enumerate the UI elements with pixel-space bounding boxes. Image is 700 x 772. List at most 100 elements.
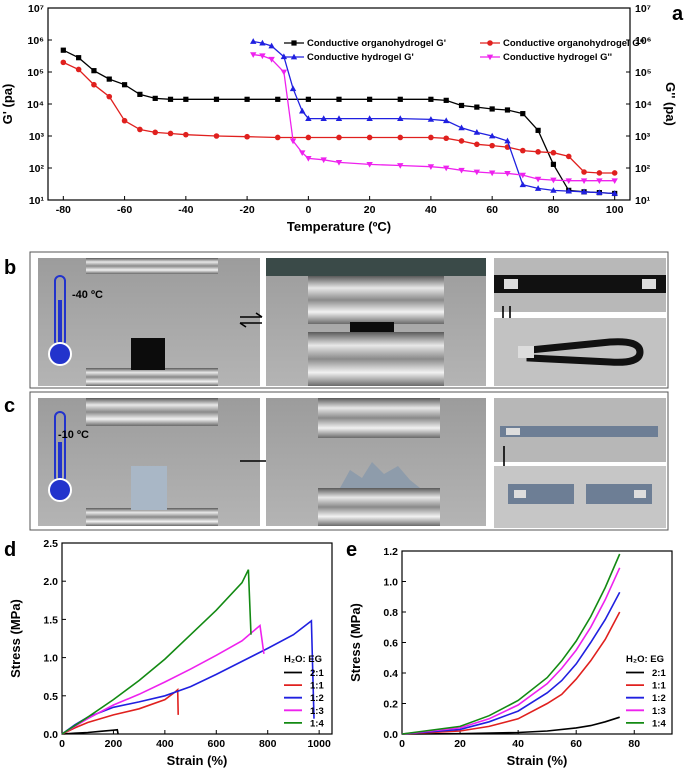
legend-entry: Conductive organohydrogel G'' <box>503 38 644 49</box>
x-axis-label: Temperature (ºC) <box>287 219 391 234</box>
data-point <box>275 96 281 102</box>
data-point <box>183 96 189 102</box>
x-tick-label: 20 <box>364 204 376 216</box>
x-tick-label: 100 <box>606 204 624 216</box>
data-point <box>91 81 97 88</box>
photo-b-strip-looped <box>494 318 666 386</box>
x-tick-label: 1000 <box>307 738 331 750</box>
data-point <box>280 53 288 60</box>
fractured-gel-pieces <box>340 462 420 488</box>
legend-entry: 1:3 <box>310 706 324 717</box>
data-point <box>580 178 588 185</box>
data-point <box>427 164 435 170</box>
y-tick-label: 0.0 <box>383 729 398 741</box>
chart-e: 0 20 40 60 80 0.0 0.2 0.4 0.6 0.8 1.0 1.2 Strain (%)… <box>348 546 673 768</box>
data-point <box>213 133 220 139</box>
black-gel-cube <box>131 338 165 370</box>
legend-entry: 1:2 <box>652 693 666 704</box>
data-point <box>299 107 306 114</box>
data-point <box>611 178 618 185</box>
series-line-1 <box>401 611 621 735</box>
data-point <box>443 117 450 124</box>
data-point <box>366 115 373 121</box>
series-line-1 <box>61 687 179 735</box>
x-tick-label: 0 <box>399 738 405 750</box>
x-axis-label: Strain (%) <box>507 753 568 768</box>
photo-c-fractured <box>266 398 486 526</box>
y-tick-label: 2.5 <box>43 538 58 550</box>
data-point <box>121 117 128 124</box>
legend-marker <box>487 40 493 46</box>
legend-entry: 1:3 <box>652 706 666 717</box>
y-tick-label: 1.0 <box>383 577 398 589</box>
x-tick-label: 40 <box>425 204 437 216</box>
data-point <box>250 38 257 44</box>
y-axis-label: Stress (MPa) <box>348 603 363 682</box>
data-point <box>75 66 82 73</box>
data-point <box>535 127 541 133</box>
data-point <box>367 96 373 102</box>
data-point <box>335 159 343 166</box>
data-point <box>320 115 327 121</box>
photo-row-c: -10 ºC <box>29 391 669 531</box>
y-right-tick-label: 10⁴ <box>635 99 652 111</box>
data-point <box>152 95 158 101</box>
data-point <box>336 96 342 102</box>
panel-label-a: a <box>672 3 684 25</box>
data-point <box>488 170 496 177</box>
data-point <box>76 55 82 61</box>
photo-c-compression-start: -10 ºC <box>38 398 260 526</box>
data-point <box>534 185 542 191</box>
data-point <box>565 178 572 185</box>
data-point <box>550 149 557 156</box>
data-point <box>596 170 603 176</box>
photo-frame-c <box>29 391 669 531</box>
data-point <box>60 47 66 53</box>
data-point <box>580 188 588 195</box>
y-tick-label: 10³ <box>29 131 45 143</box>
y-tick-label: 0.6 <box>383 638 398 650</box>
data-point <box>565 187 572 194</box>
data-point <box>320 157 327 164</box>
data-point <box>250 52 257 58</box>
data-point <box>520 111 526 117</box>
y-tick-label: 10¹ <box>29 195 45 207</box>
y-tick-label: 0.0 <box>43 729 58 741</box>
data-point <box>474 104 480 110</box>
y-tick-label: 10⁷ <box>28 3 44 15</box>
legend-marker <box>486 54 494 61</box>
data-point <box>274 134 281 141</box>
x-axis-label: Strain (%) <box>167 753 228 768</box>
data-point <box>305 134 312 141</box>
y-tick-label: 1.0 <box>43 653 58 665</box>
compressed-black-gel <box>350 322 394 332</box>
data-point <box>519 172 526 179</box>
photo-c-strip-intact <box>494 398 666 462</box>
legend-entry: 1:4 <box>652 718 666 729</box>
data-point <box>259 39 266 46</box>
legend-marker <box>290 53 298 60</box>
y-tick-label: 0.5 <box>43 691 58 703</box>
legend-marker <box>291 40 297 46</box>
data-point <box>137 126 143 133</box>
data-point <box>259 53 266 60</box>
legend-entry: Conductive organohydrogel G' <box>307 38 446 49</box>
legend-entry: 2:1 <box>310 668 324 679</box>
data-point <box>504 170 511 177</box>
data-point <box>565 153 572 160</box>
data-point <box>305 96 311 102</box>
data-point <box>473 129 481 135</box>
y-tick-label: 0.8 <box>383 607 398 619</box>
panel-label-c: c <box>4 395 15 417</box>
series-line-0 <box>61 728 119 735</box>
series-line-4 <box>61 569 252 735</box>
data-point <box>535 149 541 155</box>
x-tick-label: 0 <box>305 204 311 216</box>
photo-c-strip-broken <box>494 466 666 528</box>
data-point <box>519 147 526 154</box>
data-point <box>550 161 557 167</box>
data-point <box>305 115 312 121</box>
data-point <box>443 165 450 172</box>
series-line-3 <box>61 623 265 735</box>
data-point <box>596 189 603 196</box>
